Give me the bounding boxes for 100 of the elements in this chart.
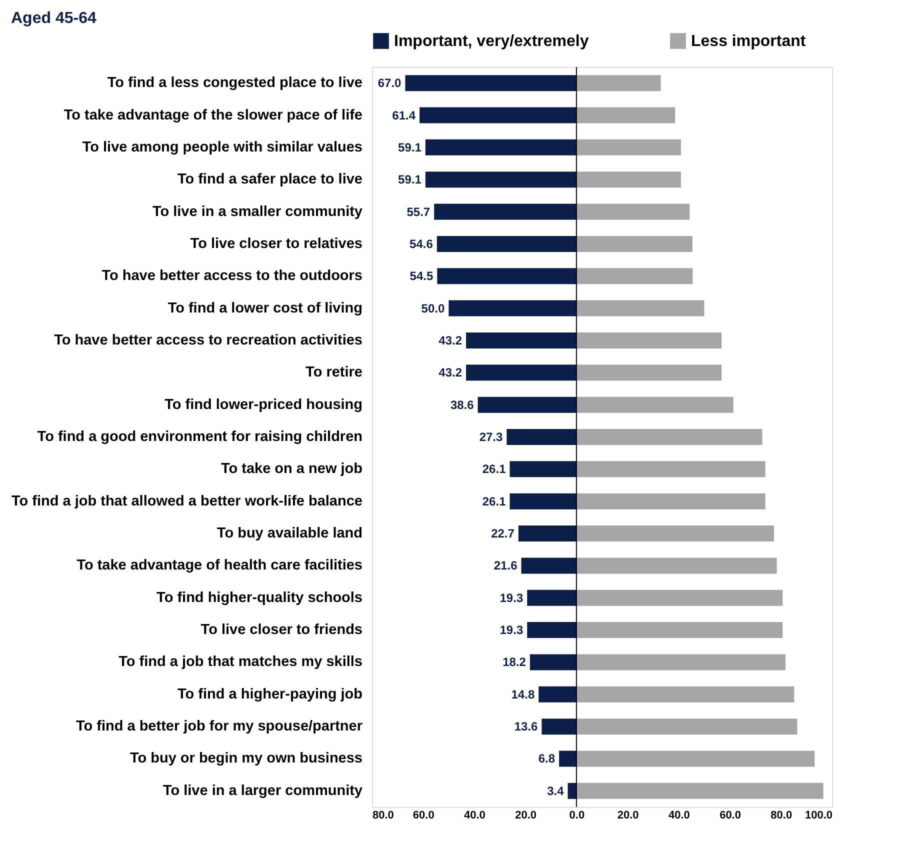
- bar: [576, 590, 783, 606]
- y-tick-label: To find lower-priced housing: [164, 396, 362, 413]
- bar: [466, 332, 576, 348]
- x-tick-label: 40.0: [464, 810, 486, 822]
- x-tick-label: 100.0: [804, 810, 832, 822]
- bar: [576, 461, 766, 478]
- bar: [510, 461, 576, 478]
- data-label: 18.2: [502, 655, 526, 670]
- y-tick-label: To have better access to the outdoors: [102, 268, 362, 284]
- data-label: 27.3: [479, 430, 503, 444]
- data-label: 38.6: [450, 398, 474, 412]
- data-label: 26.1: [482, 462, 506, 476]
- y-tick-label: To live closer to friends: [200, 622, 362, 638]
- y-tick-label: To retire: [306, 364, 362, 381]
- data-label: 13.6: [514, 720, 538, 734]
- bar: [576, 364, 722, 381]
- bar: [542, 718, 576, 735]
- y-tick-label: To live in a smaller community: [152, 204, 362, 220]
- y-tick-label: To live among people with similar values: [82, 139, 362, 156]
- bar: [478, 396, 576, 413]
- bar: [448, 300, 576, 316]
- bar: [538, 686, 576, 702]
- y-tick-label: To find a good environment for raising children: [37, 429, 362, 445]
- x-tick-label: 80.0: [770, 810, 792, 822]
- bar: [576, 332, 722, 348]
- bar: [559, 750, 576, 767]
- y-tick-label: To find higher-quality schools: [156, 590, 362, 606]
- data-label: 54.5: [410, 269, 434, 284]
- y-tick-label: To find a less congested place to live: [107, 75, 362, 92]
- text: Aged 45-64: [11, 10, 96, 27]
- bar: [506, 429, 576, 445]
- bar: [436, 236, 576, 252]
- x-tick-label: 40.0: [668, 810, 690, 822]
- x-tick-label: 60.0: [720, 810, 741, 822]
- y-tick-label: To find a safer place to live: [177, 172, 362, 188]
- y-tick-label: To find a job that matches my skills: [118, 654, 362, 670]
- y-tick-label: To take advantage of health care facilities: [76, 558, 362, 574]
- bar: [576, 139, 681, 156]
- bar: [405, 75, 576, 92]
- x-tick-label: 60.0: [412, 810, 434, 822]
- y-tick-label: To find a higher-paying job: [178, 686, 363, 702]
- legend-label: Important, very/extremely: [394, 33, 589, 50]
- y-tick-label: To buy available land: [216, 526, 362, 542]
- data-label: 6.8: [538, 752, 556, 766]
- bar: [568, 782, 576, 799]
- bar: [576, 204, 690, 220]
- bar: [576, 686, 794, 702]
- data-label: 54.6: [410, 236, 434, 251]
- data-label: 59.1: [398, 140, 422, 154]
- data-label: 61.4: [392, 108, 416, 122]
- bar: [466, 364, 576, 381]
- bar: [576, 300, 704, 316]
- bar: [576, 526, 774, 542]
- y-tick-label: To find a job that allowed a better work-life balance: [11, 493, 362, 510]
- bar: [576, 268, 693, 284]
- bar: [434, 204, 576, 220]
- bar: [510, 493, 576, 510]
- bar: [576, 622, 783, 638]
- bar: [518, 526, 576, 542]
- bar: [576, 654, 786, 670]
- bar: [425, 139, 576, 156]
- bar: [521, 558, 576, 574]
- bar: [437, 268, 576, 284]
- bar: [425, 172, 576, 188]
- x-tick-label: 80.0: [372, 810, 394, 822]
- data-label: 43.2: [438, 333, 462, 348]
- bar: [576, 782, 824, 799]
- y-tick-label: To live closer to relatives: [190, 236, 362, 252]
- y-tick-label: To live in a larger community: [162, 782, 362, 799]
- bar: [576, 396, 734, 413]
- data-label: 59.1: [398, 172, 422, 187]
- data-label: 14.8: [511, 687, 535, 702]
- y-tick-label: To find a lower cost of living: [168, 300, 362, 316]
- y-tick-label: To take advantage of the slower pace of life: [64, 107, 362, 124]
- data-label: 55.7: [406, 204, 430, 219]
- data-label: 50.0: [421, 301, 445, 316]
- bar: [530, 654, 576, 670]
- data-label: 3.4: [547, 784, 564, 798]
- bar: [576, 493, 766, 510]
- data-label: 26.1: [482, 494, 506, 508]
- bar: [420, 107, 576, 124]
- x-tick-label: 20.0: [617, 810, 639, 822]
- y-tick-label: To buy or begin my own business: [130, 750, 362, 767]
- data-label: 19.3: [500, 590, 524, 605]
- legend-label: Less important: [691, 33, 806, 50]
- x-tick-label: 0.0: [569, 810, 585, 822]
- bar: [527, 590, 576, 606]
- y-tick-label: To have better access to recreation activities: [54, 332, 362, 348]
- bar: [576, 107, 676, 124]
- data-label: 67.0: [378, 76, 402, 90]
- bar: [576, 558, 777, 574]
- bar: [576, 236, 692, 252]
- bar: [576, 718, 798, 735]
- bar: [576, 75, 661, 92]
- data-label: 21.6: [494, 558, 518, 573]
- y-tick-label: To take on a new job: [220, 461, 363, 478]
- data-label: 22.7: [491, 526, 515, 541]
- bar: [576, 750, 815, 767]
- data-label: 19.3: [500, 623, 524, 638]
- bar: [527, 622, 576, 638]
